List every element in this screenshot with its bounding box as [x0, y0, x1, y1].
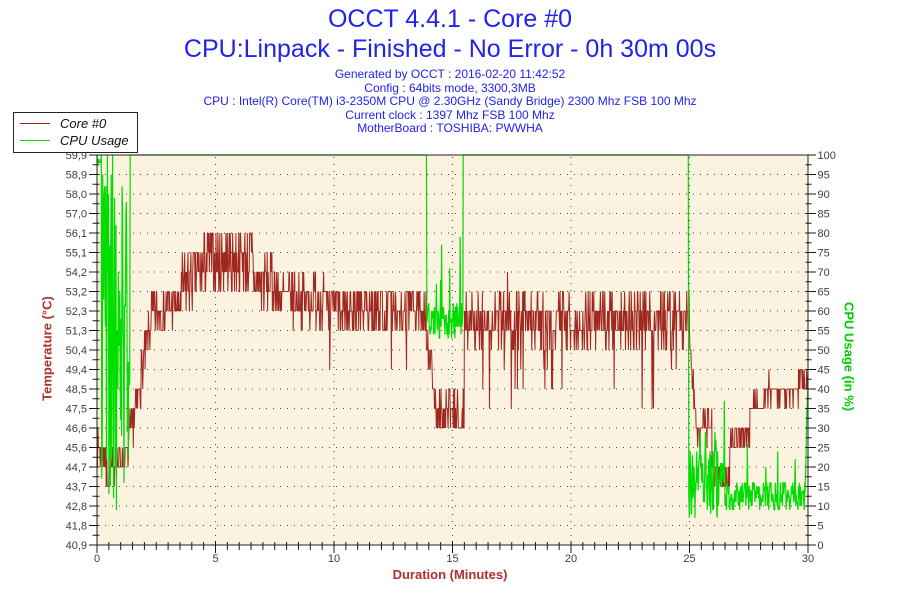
- svg-text:48,5: 48,5: [66, 384, 87, 396]
- svg-text:45,6: 45,6: [66, 443, 87, 455]
- svg-text:58,0: 58,0: [66, 189, 87, 201]
- svg-text:10: 10: [328, 553, 340, 565]
- svg-text:58,9: 58,9: [66, 170, 87, 182]
- svg-text:95: 95: [818, 170, 830, 182]
- info-line-motherboard: MotherBoard : TOSHIBA: PWWHA: [357, 121, 543, 135]
- svg-text:0: 0: [818, 540, 824, 552]
- info-line-generated: Generated by OCCT : 2016-02-20 11:42:52: [334, 67, 566, 81]
- svg-text:5: 5: [818, 521, 824, 533]
- svg-text:49,4: 49,4: [66, 365, 87, 377]
- legend-label-cpu-usage: CPU Usage: [60, 133, 129, 148]
- svg-text:44,7: 44,7: [66, 462, 87, 474]
- svg-text:53,2: 53,2: [66, 287, 87, 299]
- svg-text:80: 80: [818, 228, 830, 240]
- report-title: OCCT 4.4.1 - Core #0: [327, 5, 573, 33]
- svg-text:0: 0: [94, 553, 100, 565]
- svg-text:20: 20: [818, 462, 830, 474]
- legend-line-cpu-usage-icon: [20, 140, 50, 141]
- svg-text:41,8: 41,8: [66, 521, 87, 533]
- svg-text:100: 100: [818, 150, 836, 162]
- legend-line-core0-icon: [20, 123, 50, 124]
- svg-text:59,9: 59,9: [66, 150, 87, 162]
- svg-text:42,8: 42,8: [66, 501, 87, 513]
- right-axis-title: CPU Usage (in %): [841, 301, 857, 412]
- legend-item-cpu-usage: CPU Usage: [20, 132, 129, 149]
- svg-text:70: 70: [818, 267, 830, 279]
- svg-text:55,1: 55,1: [66, 248, 87, 260]
- svg-text:25: 25: [683, 553, 695, 565]
- svg-text:47,5: 47,5: [66, 404, 87, 416]
- report-subtitle: CPU:Linpack - Finished - No Error - 0h 3…: [183, 35, 717, 63]
- svg-text:30: 30: [802, 553, 814, 565]
- svg-text:5: 5: [212, 553, 218, 565]
- svg-text:25: 25: [818, 443, 830, 455]
- chart-legend: Core #0 CPU Usage: [13, 112, 138, 153]
- svg-text:60: 60: [818, 306, 830, 318]
- svg-text:40: 40: [818, 384, 830, 396]
- svg-text:85: 85: [818, 209, 830, 221]
- svg-text:52,3: 52,3: [66, 306, 87, 318]
- svg-text:55: 55: [818, 326, 830, 338]
- svg-text:51,3: 51,3: [66, 326, 87, 338]
- info-line-cpu: CPU : Intel(R) Core(TM) i3-2350M CPU @ 2…: [203, 94, 697, 108]
- svg-text:35: 35: [818, 404, 830, 416]
- legend-item-core0: Core #0: [20, 115, 129, 132]
- svg-text:10: 10: [818, 501, 830, 513]
- svg-text:54,2: 54,2: [66, 267, 87, 279]
- svg-text:45: 45: [818, 365, 830, 377]
- info-line-config: Config : 64bits mode, 3300,3MB: [364, 80, 536, 95]
- svg-text:46,6: 46,6: [66, 423, 87, 435]
- svg-text:30: 30: [818, 423, 830, 435]
- svg-text:50: 50: [818, 345, 830, 357]
- svg-text:90: 90: [818, 189, 830, 201]
- report-info-block: Generated by OCCT : 2016-02-20 11:42:52 …: [0, 67, 900, 136]
- svg-text:57,0: 57,0: [66, 209, 87, 221]
- svg-text:40,9: 40,9: [66, 540, 87, 552]
- svg-text:15: 15: [446, 553, 458, 565]
- legend-label-core0: Core #0: [60, 116, 107, 131]
- svg-text:56,1: 56,1: [66, 228, 87, 240]
- info-line-clock: Current clock : 1397 Mhz FSB 100 Mhz: [345, 107, 555, 122]
- svg-text:43,7: 43,7: [66, 482, 87, 494]
- svg-text:65: 65: [818, 287, 830, 299]
- left-axis-title: Temperature (°C): [39, 296, 55, 401]
- x-axis-title: Duration (Minutes): [392, 567, 508, 582]
- svg-text:20: 20: [565, 553, 577, 565]
- svg-text:15: 15: [818, 482, 830, 494]
- svg-text:50,4: 50,4: [66, 345, 87, 357]
- svg-text:75: 75: [818, 248, 830, 260]
